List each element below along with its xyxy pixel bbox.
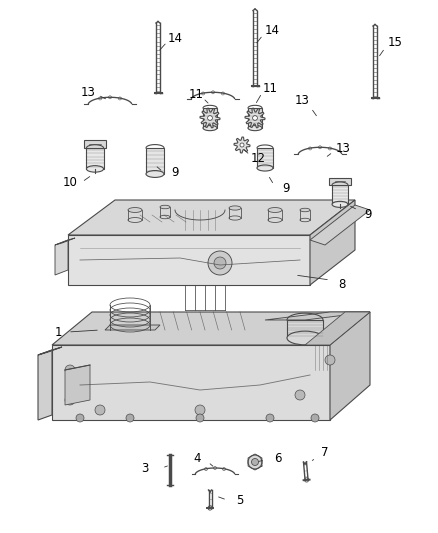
Text: 14: 14 — [167, 31, 183, 44]
Ellipse shape — [257, 165, 273, 171]
Circle shape — [126, 414, 134, 422]
Ellipse shape — [146, 171, 164, 177]
Text: 4: 4 — [193, 451, 201, 464]
Polygon shape — [52, 345, 330, 420]
Text: 11: 11 — [188, 88, 204, 101]
Polygon shape — [305, 312, 370, 345]
Circle shape — [309, 147, 311, 150]
Text: 3: 3 — [141, 462, 148, 474]
Ellipse shape — [300, 208, 310, 212]
Polygon shape — [248, 108, 262, 128]
Ellipse shape — [128, 207, 142, 213]
Polygon shape — [240, 143, 244, 147]
Circle shape — [214, 257, 226, 269]
Circle shape — [325, 355, 335, 365]
Ellipse shape — [86, 166, 103, 172]
Text: 6: 6 — [274, 451, 282, 464]
Polygon shape — [265, 312, 370, 320]
Polygon shape — [208, 116, 212, 120]
Circle shape — [311, 414, 319, 422]
Polygon shape — [86, 148, 103, 169]
Circle shape — [213, 466, 216, 470]
Circle shape — [328, 147, 332, 150]
Text: 10: 10 — [63, 175, 78, 189]
Polygon shape — [245, 108, 265, 128]
Text: 1: 1 — [54, 326, 62, 338]
Text: 9: 9 — [282, 182, 290, 195]
Polygon shape — [287, 320, 323, 338]
Polygon shape — [234, 137, 250, 153]
Polygon shape — [55, 238, 75, 245]
Text: 15: 15 — [388, 36, 403, 49]
Polygon shape — [329, 178, 350, 185]
Circle shape — [95, 405, 105, 415]
Text: 13: 13 — [81, 85, 95, 99]
Ellipse shape — [128, 217, 142, 222]
Polygon shape — [65, 365, 90, 405]
Circle shape — [118, 97, 121, 100]
Ellipse shape — [160, 205, 170, 209]
Polygon shape — [146, 148, 164, 174]
Circle shape — [65, 365, 75, 375]
Ellipse shape — [300, 218, 310, 222]
Polygon shape — [68, 200, 355, 235]
Ellipse shape — [268, 217, 282, 222]
Polygon shape — [257, 148, 273, 168]
Ellipse shape — [203, 125, 217, 131]
Text: 13: 13 — [336, 141, 350, 155]
Text: 14: 14 — [265, 23, 279, 36]
Circle shape — [295, 390, 305, 400]
Polygon shape — [310, 200, 355, 285]
Text: 9: 9 — [171, 166, 179, 179]
Circle shape — [65, 395, 75, 405]
Circle shape — [196, 414, 204, 422]
Polygon shape — [52, 312, 370, 345]
Polygon shape — [68, 235, 310, 285]
Polygon shape — [310, 205, 370, 245]
Polygon shape — [200, 108, 220, 128]
Polygon shape — [38, 350, 52, 420]
Ellipse shape — [332, 201, 348, 207]
Circle shape — [208, 251, 232, 275]
Circle shape — [212, 91, 215, 94]
Polygon shape — [332, 185, 348, 204]
Circle shape — [223, 467, 226, 471]
Circle shape — [109, 96, 112, 99]
Ellipse shape — [160, 215, 170, 219]
Text: 9: 9 — [364, 208, 372, 222]
Text: 13: 13 — [295, 93, 309, 107]
Circle shape — [201, 92, 205, 95]
Ellipse shape — [248, 125, 262, 131]
Circle shape — [222, 92, 224, 95]
Ellipse shape — [229, 206, 241, 210]
Circle shape — [195, 405, 205, 415]
Text: 8: 8 — [338, 279, 346, 292]
Polygon shape — [38, 347, 62, 355]
Text: 12: 12 — [251, 151, 265, 165]
Circle shape — [248, 455, 262, 469]
Text: 7: 7 — [321, 447, 329, 459]
Polygon shape — [55, 240, 68, 275]
Circle shape — [76, 414, 84, 422]
Ellipse shape — [268, 207, 282, 213]
Circle shape — [266, 414, 274, 422]
Polygon shape — [84, 140, 106, 148]
Circle shape — [99, 97, 102, 100]
Text: 11: 11 — [262, 82, 278, 94]
Polygon shape — [253, 116, 258, 120]
Text: 5: 5 — [237, 494, 244, 506]
Ellipse shape — [229, 216, 241, 220]
Circle shape — [251, 458, 258, 465]
Polygon shape — [203, 108, 217, 128]
Circle shape — [205, 467, 208, 471]
Circle shape — [318, 146, 321, 149]
Polygon shape — [105, 325, 160, 330]
Polygon shape — [330, 312, 370, 420]
Ellipse shape — [287, 331, 323, 345]
